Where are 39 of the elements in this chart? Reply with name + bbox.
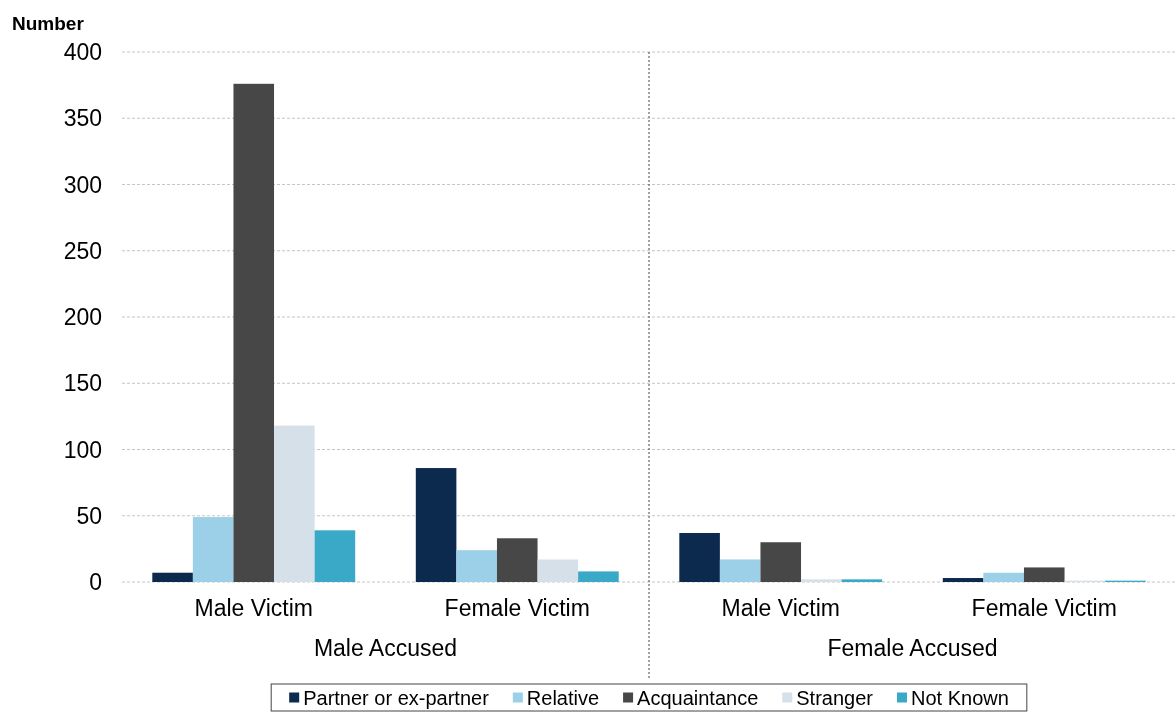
legend-label: Not Known: [910, 686, 1009, 709]
x-tick-label: Male Victim: [194, 595, 313, 621]
y-tick-label: 100: [63, 436, 102, 463]
y-tick-label: 0: [89, 569, 102, 595]
bar: [274, 425, 315, 582]
bar: [1023, 567, 1065, 582]
bar: [192, 517, 234, 582]
legend-label: Partner or ex-partner: [303, 686, 490, 709]
bar: [537, 559, 579, 582]
bar: [760, 542, 802, 582]
x-tick-label: Female Victim: [971, 595, 1117, 621]
bar: [841, 579, 883, 582]
bar: [942, 578, 984, 582]
y-tick-label: 300: [63, 171, 102, 198]
y-tick-label: 350: [63, 105, 102, 132]
bar: [578, 571, 619, 582]
text: Female Accused: [827, 635, 998, 661]
y-axis-title: Number: [12, 12, 85, 34]
text: Male Accused: [313, 635, 458, 661]
bar: [456, 550, 497, 582]
legend-label: Stranger: [796, 686, 874, 709]
bar: [415, 468, 457, 582]
bar: [983, 572, 1024, 582]
y-tick-label: 50: [76, 502, 102, 529]
legend-label: Relative: [526, 686, 600, 709]
x-tick-label: Female Victim: [444, 595, 590, 621]
bar: [314, 530, 356, 582]
y-tick-label: 250: [63, 237, 102, 264]
y-tick-label: 150: [63, 370, 102, 397]
bar: [801, 579, 842, 582]
y-tick-label: 400: [63, 39, 102, 65]
legend-label: Acquaintance: [637, 686, 759, 709]
bar: [152, 572, 193, 582]
bar: [233, 83, 275, 582]
bar: [679, 532, 720, 582]
y-tick-label: 200: [63, 304, 102, 330]
bar: [496, 538, 538, 582]
x-tick-label: Male Victim: [721, 595, 840, 621]
bar: [719, 559, 761, 582]
